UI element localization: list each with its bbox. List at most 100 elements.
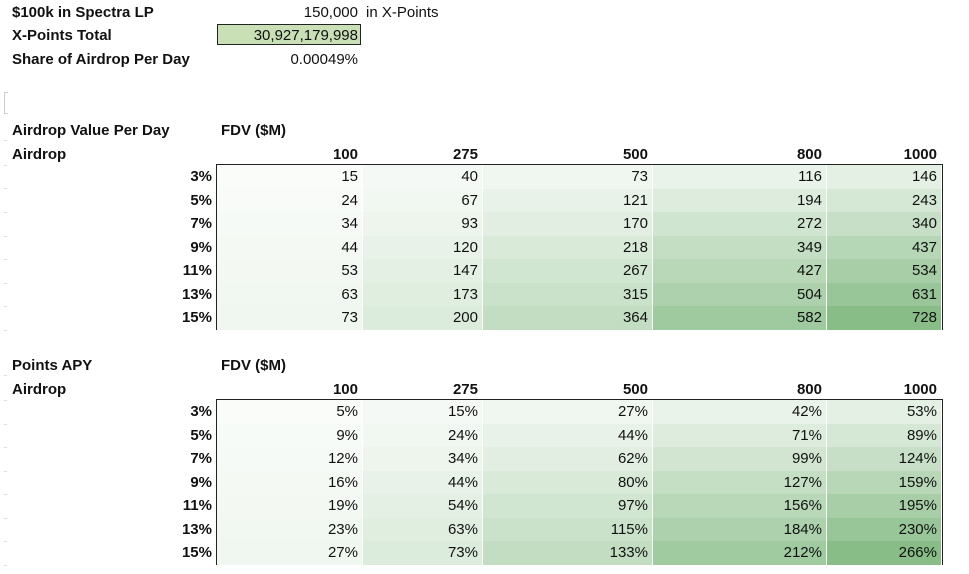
table-cell[interactable]: 12% xyxy=(217,447,363,471)
table-cell[interactable]: 34 xyxy=(217,212,363,236)
table2-row-axis: Airdrop xyxy=(12,381,67,398)
table-cell[interactable]: 16% xyxy=(217,470,363,494)
table-cell[interactable]: 34% xyxy=(363,447,483,471)
lp-label: $100k in Spectra LP xyxy=(12,4,154,21)
gridline-tick xyxy=(4,212,7,213)
table-row: 19% 54% 97% 156% 195% xyxy=(217,494,942,519)
table-cell[interactable]: 24 xyxy=(217,188,363,212)
gridline-tick xyxy=(4,306,7,307)
table-cell[interactable]: 218 xyxy=(483,235,653,259)
table-cell[interactable]: 427 xyxy=(653,259,827,283)
total-highlight-cell[interactable] xyxy=(217,24,361,45)
table-cell[interactable]: 121 xyxy=(483,188,653,212)
table-cell[interactable]: 133% xyxy=(483,541,653,565)
table-cell[interactable]: 99% xyxy=(653,447,827,471)
table-cell[interactable]: 170 xyxy=(483,212,653,236)
table-cell[interactable]: 173 xyxy=(363,282,483,306)
table-cell[interactable]: 315 xyxy=(483,282,653,306)
table-cell[interactable]: 71% xyxy=(653,423,827,447)
table-cell[interactable]: 120 xyxy=(363,235,483,259)
table-cell[interactable]: 272 xyxy=(653,212,827,236)
table-cell[interactable]: 27% xyxy=(217,541,363,565)
table-cell[interactable]: 267 xyxy=(483,259,653,283)
lp-unit: in X-Points xyxy=(366,4,439,21)
table1-title: Airdrop Value Per Day xyxy=(12,122,170,139)
table-row: 5% 15% 27% 42% 53% xyxy=(217,400,942,425)
row-label-15pct: 15% xyxy=(181,544,212,561)
table-cell[interactable]: 212% xyxy=(653,541,827,565)
table-cell[interactable]: 243 xyxy=(827,188,942,212)
table-cell[interactable]: 230% xyxy=(827,517,942,541)
cell-edge-marker xyxy=(4,92,8,114)
table-cell[interactable]: 73 xyxy=(483,165,653,189)
table-cell[interactable]: 63% xyxy=(363,517,483,541)
table-cell[interactable]: 73 xyxy=(217,306,363,330)
table-cell[interactable]: 266% xyxy=(827,541,942,565)
table-cell[interactable]: 73% xyxy=(363,541,483,565)
table-cell[interactable]: 194 xyxy=(653,188,827,212)
table-row: 63 173 315 504 631 xyxy=(217,282,942,307)
table-cell[interactable]: 23% xyxy=(217,517,363,541)
gridline-tick xyxy=(4,565,7,566)
table-cell[interactable]: 582 xyxy=(653,306,827,330)
table-cell[interactable]: 364 xyxy=(483,306,653,330)
table-cell[interactable]: 146 xyxy=(827,165,942,189)
table-cell[interactable]: 5% xyxy=(217,400,363,424)
table-cell[interactable]: 89% xyxy=(827,423,942,447)
table-cell[interactable]: 728 xyxy=(827,306,942,330)
table-cell[interactable]: 195% xyxy=(827,494,942,518)
column-header-fdv-1000: 1000 xyxy=(903,381,937,398)
table-cell[interactable]: 44% xyxy=(363,470,483,494)
table-cell[interactable]: 62% xyxy=(483,447,653,471)
table-cell[interactable]: 93 xyxy=(363,212,483,236)
table-cell[interactable]: 115% xyxy=(483,517,653,541)
row-label-9pct: 9% xyxy=(190,238,212,256)
gridline-tick xyxy=(4,330,7,331)
table-cell[interactable]: 124% xyxy=(827,447,942,471)
table-cell[interactable]: 19% xyxy=(217,494,363,518)
table-cell[interactable]: 9% xyxy=(217,423,363,447)
table-cell[interactable]: 40 xyxy=(363,165,483,189)
table-cell[interactable]: 156% xyxy=(653,494,827,518)
table2-fdv-header: FDV ($M) xyxy=(221,357,286,374)
table-cell[interactable]: 42% xyxy=(653,400,827,424)
table-cell[interactable]: 504 xyxy=(653,282,827,306)
column-header-fdv-275: 275 xyxy=(452,381,478,398)
row-label-7pct: 7% xyxy=(190,215,212,232)
table-cell[interactable]: 67 xyxy=(363,188,483,212)
column-header-fdv-275: 275 xyxy=(452,146,478,163)
table-cell[interactable]: 15 xyxy=(217,165,363,189)
row-label-9pct: 9% xyxy=(190,473,212,491)
table-cell[interactable]: 631 xyxy=(827,282,942,306)
table-cell[interactable]: 27% xyxy=(483,400,653,424)
table-cell[interactable]: 116 xyxy=(653,165,827,189)
table-cell[interactable]: 80% xyxy=(483,470,653,494)
table-cell[interactable]: 340 xyxy=(827,212,942,236)
table-cell[interactable]: 63 xyxy=(217,282,363,306)
table-cell[interactable]: 54% xyxy=(363,494,483,518)
table-cell[interactable]: 127% xyxy=(653,470,827,494)
table-row: 16% 44% 80% 127% 159% xyxy=(217,470,942,495)
table-cell[interactable]: 97% xyxy=(483,494,653,518)
table-row: 53 147 267 427 534 xyxy=(217,259,942,284)
table-cell[interactable]: 24% xyxy=(363,423,483,447)
table-row: 73 200 364 582 728 xyxy=(217,306,942,331)
gridline-tick xyxy=(4,283,7,284)
table-cell[interactable]: 184% xyxy=(653,517,827,541)
table-cell[interactable]: 159% xyxy=(827,470,942,494)
points-apy-table: 5% 15% 27% 42% 53% 9% 24% 44% 71% 89% 12% 34% 62% 99%… xyxy=(216,399,943,566)
table-cell[interactable]: 147 xyxy=(363,259,483,283)
table-cell[interactable]: 15% xyxy=(363,400,483,424)
table-cell[interactable]: 53 xyxy=(217,259,363,283)
table-row: 34 93 170 272 340 xyxy=(217,212,942,237)
table-cell[interactable]: 349 xyxy=(653,235,827,259)
table-cell[interactable]: 44 xyxy=(217,235,363,259)
table-cell[interactable]: 53% xyxy=(827,400,942,424)
table-cell[interactable]: 437 xyxy=(827,235,942,259)
table-row: 12% 34% 62% 99% 124% xyxy=(217,447,942,472)
table-cell[interactable]: 44% xyxy=(483,423,653,447)
table-cell[interactable]: 534 xyxy=(827,259,942,283)
table-cell[interactable]: 200 xyxy=(363,306,483,330)
row-label-11pct: 11% xyxy=(182,262,212,279)
gridline-tick xyxy=(4,188,7,189)
